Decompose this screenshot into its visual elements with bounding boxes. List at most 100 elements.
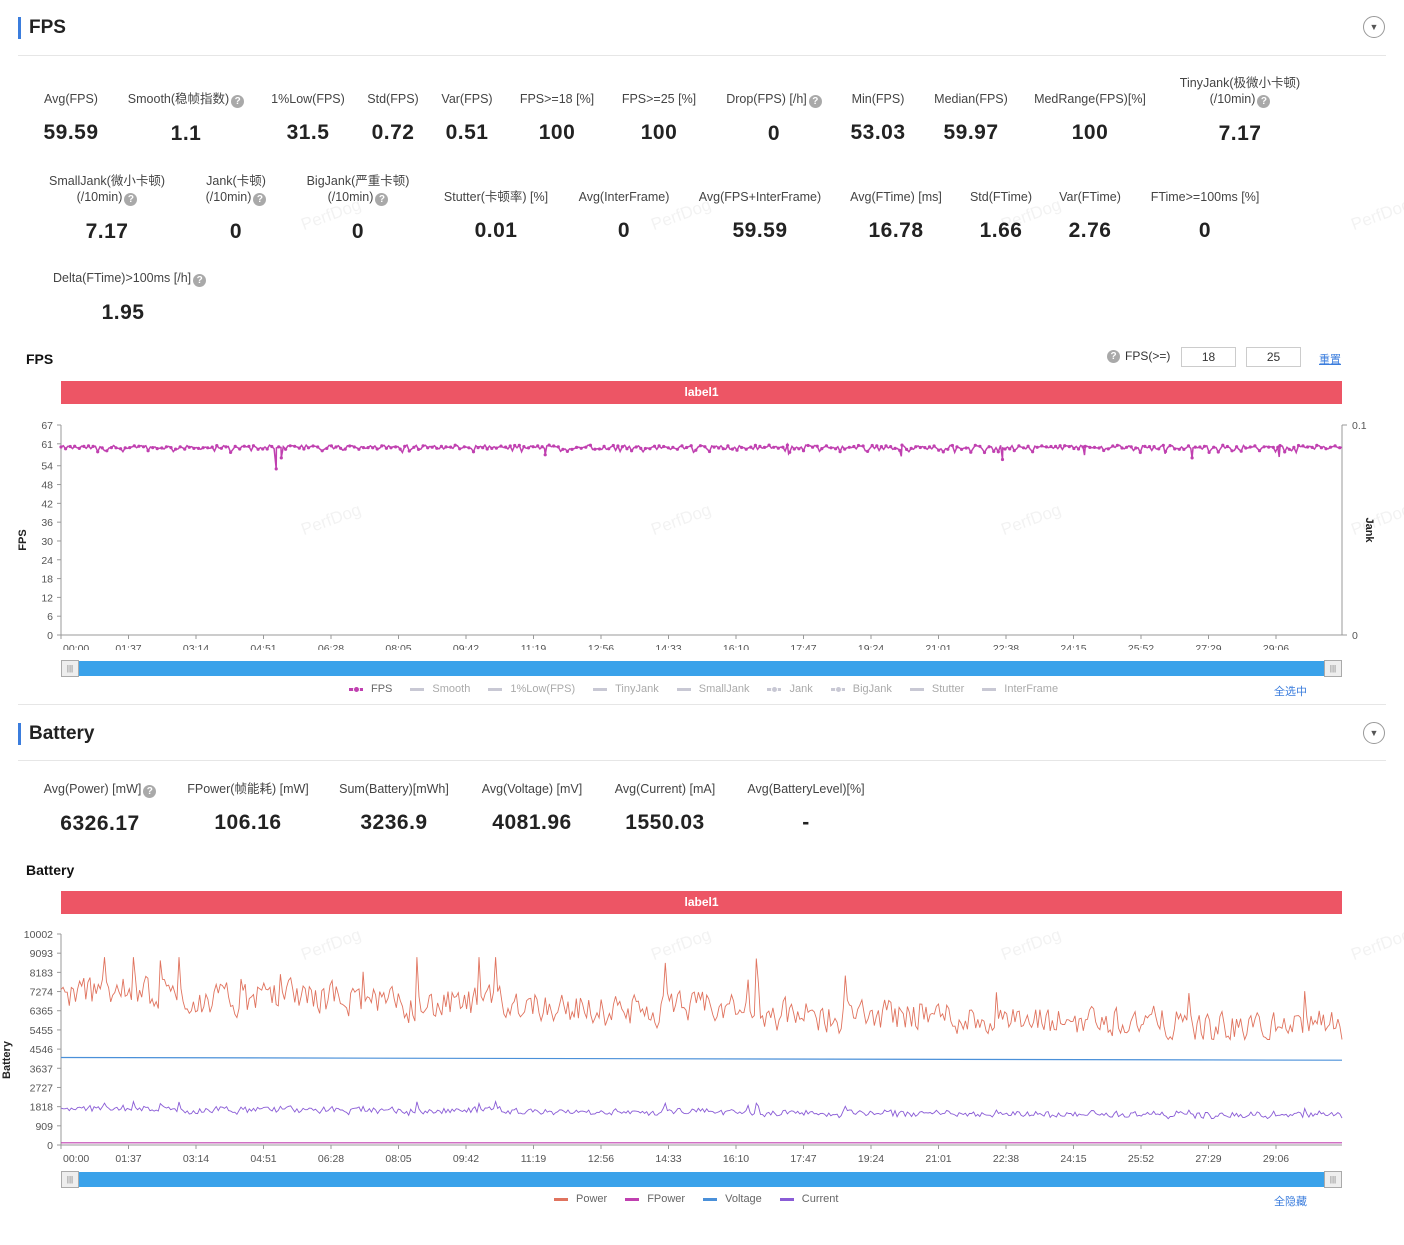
battery-time-range-slider[interactable]: ||| ||| [61, 1171, 1342, 1188]
fps-point [1173, 447, 1177, 451]
y-tick-label: 909 [35, 1121, 53, 1133]
help-icon[interactable]: ? [193, 274, 207, 287]
fps-point [792, 447, 796, 451]
fps-point [1076, 447, 1081, 451]
metric-value: 4081.96 [492, 811, 572, 834]
legend-item-tinyjank[interactable]: TinyJank [593, 683, 659, 695]
y-axis-title: FPS [17, 529, 29, 550]
legend-swatch [488, 687, 503, 691]
fps-point [978, 444, 982, 448]
metric-label: Avg(InterFrame) [578, 190, 670, 204]
legend-item-fps[interactable]: FPS [349, 683, 392, 695]
legend-label: InterFrame [1004, 683, 1059, 695]
metric-avg-voltage-mv: Avg(Voltage) [mV] 4081.96 [462, 781, 602, 835]
legend-item-bigjank[interactable]: BigJank [830, 683, 892, 695]
slider-handle-left[interactable]: ||| [61, 1171, 79, 1188]
fps-point [1198, 445, 1202, 449]
slider-handle-right[interactable]: ||| [1324, 660, 1342, 677]
help-icon[interactable]: ? [1257, 95, 1271, 108]
fps-point [504, 445, 508, 449]
fps-point [781, 445, 785, 449]
help-icon[interactable]: ? [808, 95, 822, 108]
legend-item-1-low-fps-[interactable]: 1%Low(FPS) [488, 683, 575, 695]
fps-point [1058, 444, 1062, 448]
metric-label: Std(FPS) [367, 92, 419, 106]
fps-point [421, 444, 425, 448]
fps-chart[interactable]: 0 6 12 18 24 30 36 42 48 54 61 67 00:00 01:37 03:14 04:… [0, 410, 1404, 650]
help-icon[interactable]: ? [231, 95, 245, 108]
fps-point [462, 445, 466, 449]
slider-handle-left[interactable]: ||| [61, 660, 79, 677]
metric-label: Var(FPS) [441, 92, 493, 106]
slider-handle-right[interactable]: ||| [1324, 1171, 1342, 1188]
legend-item-jank[interactable]: Jank [767, 683, 813, 695]
reset-link[interactable]: 重置 [1319, 354, 1341, 366]
fps-point [749, 445, 753, 449]
legend-item-interframe[interactable]: InterFrame [982, 683, 1058, 695]
fps-point [1000, 457, 1005, 462]
legend-item-current[interactable]: Current [779, 1193, 838, 1205]
y2-tick-label: 0 [1352, 630, 1358, 642]
legend-item-voltage[interactable]: Voltage [703, 1193, 762, 1205]
fps-point [964, 446, 968, 450]
fps-point [146, 449, 150, 453]
x-tick-label: 09:42 [453, 643, 479, 650]
fps-point [229, 450, 233, 454]
fps-point [726, 444, 730, 448]
fps-threshold-input-2[interactable] [1246, 347, 1301, 367]
metric-label: FPS>=25 [%] [621, 92, 697, 106]
fps-collapse-button[interactable]: ▼ [1363, 16, 1385, 38]
fps-point [788, 450, 792, 454]
help-icon[interactable]: ? [143, 785, 157, 798]
legend-item-smooth[interactable]: Smooth [410, 683, 470, 695]
fps-point [829, 446, 833, 450]
fps-point [639, 446, 643, 450]
fps-point [1177, 447, 1181, 451]
metric-label: Avg(FTime) [ms] [850, 190, 942, 204]
legend-item-stutter[interactable]: Stutter [909, 683, 964, 695]
fps-point [856, 443, 861, 448]
fps-time-range-slider[interactable]: ||| ||| [61, 660, 1342, 677]
metric-value: 0.01 [474, 219, 518, 242]
metric-value: 0.51 [445, 121, 489, 144]
help-icon[interactable]: ? [253, 193, 267, 206]
fps-point [1283, 450, 1287, 454]
fps-point [1221, 443, 1225, 447]
fps-point [215, 444, 219, 448]
battery-label-bar[interactable]: label1 [61, 891, 1342, 914]
legend-item-fpower[interactable]: FPower [625, 1193, 685, 1205]
help-icon[interactable]: ? [124, 193, 138, 206]
battery-collapse-button[interactable]: ▼ [1363, 722, 1385, 744]
fps-point [758, 444, 762, 448]
fps-point [430, 445, 434, 449]
y2-tick-label: 0.1 [1352, 420, 1367, 432]
select-all-link[interactable]: 全选中 [1274, 686, 1307, 698]
fps-point [1106, 447, 1110, 451]
x-tick-label: 00:00 [63, 1153, 89, 1165]
fps-point [210, 445, 214, 449]
fps-point [579, 446, 583, 450]
fps-point [861, 444, 865, 448]
legend-item-smalljank[interactable]: SmallJank [676, 683, 749, 695]
fps-point [838, 450, 842, 454]
metric-value: 1.66 [979, 219, 1023, 242]
help-icon[interactable]: ? [1107, 349, 1120, 363]
legend-swatch [625, 1197, 640, 1201]
fps-point [834, 447, 838, 451]
fps-point [584, 445, 588, 449]
legend-item-power[interactable]: Power [554, 1193, 607, 1205]
battery-divider [18, 760, 1386, 761]
battery-chart[interactable]: 0 909 1818 2727 3637 4546 5455 6365 7274 8183 9093… [0, 920, 1404, 1170]
fps-point [306, 446, 311, 450]
help-icon[interactable]: ? [375, 193, 389, 206]
fps-point [261, 447, 265, 451]
fps-point [91, 444, 95, 448]
fps-threshold-input-1[interactable] [1181, 347, 1236, 367]
hide-all-link[interactable]: 全隐藏 [1274, 1196, 1307, 1208]
fps-label-bar[interactable]: label1 [61, 381, 1342, 404]
fps-legend: FPS Smooth 1%Low(FPS) TinyJank SmallJank Jank… [349, 683, 1076, 695]
fps-point [753, 443, 758, 447]
metric-std-fps: Std(FPS) 0.72 [323, 91, 463, 145]
legend-swatch [349, 685, 363, 693]
fps-point [1306, 445, 1310, 449]
